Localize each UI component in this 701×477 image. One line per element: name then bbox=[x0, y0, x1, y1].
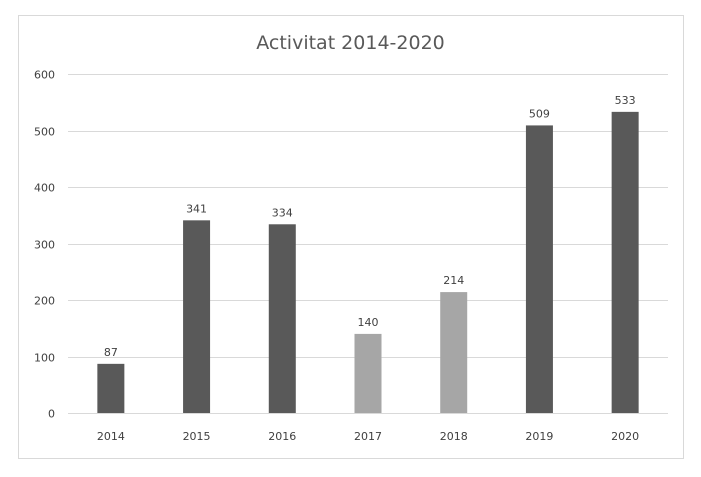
bar-2019 bbox=[525, 125, 553, 413]
x-tick-label: 2019 bbox=[525, 430, 553, 443]
data-label: 214 bbox=[443, 274, 464, 287]
y-tick-label: 600 bbox=[34, 69, 55, 82]
data-label: 509 bbox=[529, 107, 550, 120]
x-axis-ticks: 2014 2015 2016 2017 2018 2019 2020 bbox=[97, 430, 639, 443]
y-tick-label: 100 bbox=[34, 352, 55, 365]
y-tick-label: 0 bbox=[48, 408, 55, 421]
chart-area bbox=[18, 15, 684, 459]
bars bbox=[97, 111, 639, 413]
bar-2014 bbox=[97, 363, 125, 413]
chart-title: Activitat 2014-2020 bbox=[256, 32, 445, 54]
x-tick-label: 2020 bbox=[611, 430, 639, 443]
data-label: 140 bbox=[358, 316, 379, 329]
data-label: 334 bbox=[272, 206, 293, 219]
bar-2020 bbox=[611, 111, 639, 413]
y-tick-label: 300 bbox=[34, 239, 55, 252]
x-tick-label: 2015 bbox=[183, 430, 211, 443]
y-tick-label: 200 bbox=[34, 295, 55, 308]
gridlines bbox=[68, 74, 668, 414]
y-tick-label: 400 bbox=[34, 182, 55, 195]
bar-2018 bbox=[440, 292, 468, 413]
x-tick-label: 2014 bbox=[97, 430, 125, 443]
x-tick-label: 2016 bbox=[268, 430, 296, 443]
x-tick-label: 2018 bbox=[440, 430, 468, 443]
data-labels: 87 341 334 140 214 509 533 bbox=[104, 94, 636, 359]
y-tick-label: 500 bbox=[34, 126, 55, 139]
bar-2016 bbox=[268, 224, 296, 413]
bar-2017 bbox=[354, 333, 382, 413]
data-label: 87 bbox=[104, 346, 118, 359]
data-label: 341 bbox=[186, 202, 207, 215]
x-tick-label: 2017 bbox=[354, 430, 382, 443]
bar-2015 bbox=[183, 220, 211, 413]
y-axis-ticks: 0 100 200 300 400 500 600 bbox=[34, 69, 55, 421]
data-label: 533 bbox=[615, 94, 636, 107]
